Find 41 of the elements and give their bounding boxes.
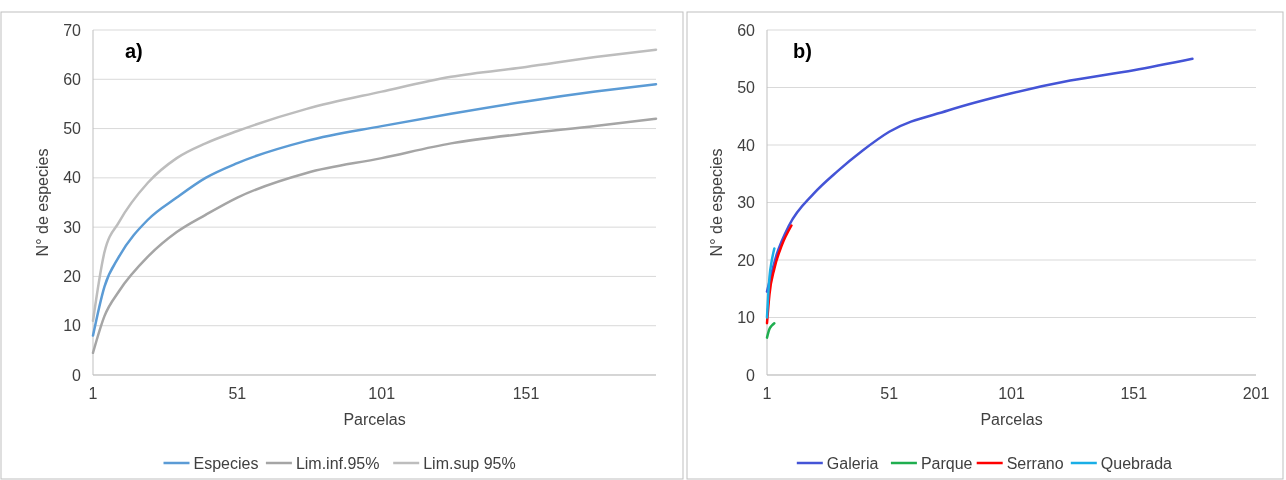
- y-tick-label: 60: [63, 70, 82, 88]
- y-axis-title: N° de especies: [708, 148, 725, 257]
- x-tick-label: 201: [1242, 385, 1270, 402]
- legend-label: Serrano: [1006, 454, 1064, 472]
- x-tick-label: 151: [512, 385, 540, 402]
- y-tick-label: 20: [63, 268, 82, 286]
- y-tick-label: 30: [63, 218, 82, 236]
- y-tick-label: 20: [737, 251, 756, 269]
- x-tick-label: 1: [762, 385, 772, 402]
- x-tick-label: 51: [880, 385, 899, 402]
- y-tick-label: 50: [63, 120, 82, 138]
- line-series: [91, 117, 658, 355]
- y-tick-label: 0: [746, 366, 756, 384]
- y-axis-title: N° de especies: [34, 148, 51, 257]
- y-tick-label: 60: [737, 21, 756, 39]
- legend-label: Parque: [920, 454, 973, 472]
- x-axis-title: Parcelas: [980, 411, 1043, 428]
- legend-label: Galeria: [826, 454, 879, 472]
- line-series: [91, 82, 658, 337]
- x-tick-label: 151: [1120, 385, 1148, 402]
- line-series: [765, 247, 776, 319]
- annotation: b): [793, 40, 812, 62]
- y-tick-label: 10: [63, 317, 82, 335]
- y-tick-label: 30: [737, 194, 756, 212]
- y-tick-label: 10: [737, 309, 756, 327]
- y-tick-label: 70: [63, 21, 82, 39]
- x-axis-title: Parcelas: [343, 411, 406, 428]
- x-tick-label: 1: [88, 385, 98, 402]
- legend-label: Quebrada: [1100, 454, 1173, 472]
- y-tick-label: 40: [737, 136, 756, 154]
- annotation: a): [125, 40, 143, 62]
- legend-label: Lim.sup 95%: [423, 454, 516, 472]
- legend-label: Lim.inf.95%: [295, 454, 380, 472]
- x-tick-label: 101: [998, 385, 1025, 402]
- y-tick-label: 0: [72, 366, 82, 384]
- line-series: [765, 322, 776, 339]
- x-tick-label: 51: [228, 385, 247, 402]
- y-tick-label: 40: [63, 169, 82, 187]
- legend-label: Especies: [193, 454, 259, 472]
- x-tick-label: 101: [368, 385, 396, 402]
- y-tick-label: 50: [737, 79, 756, 97]
